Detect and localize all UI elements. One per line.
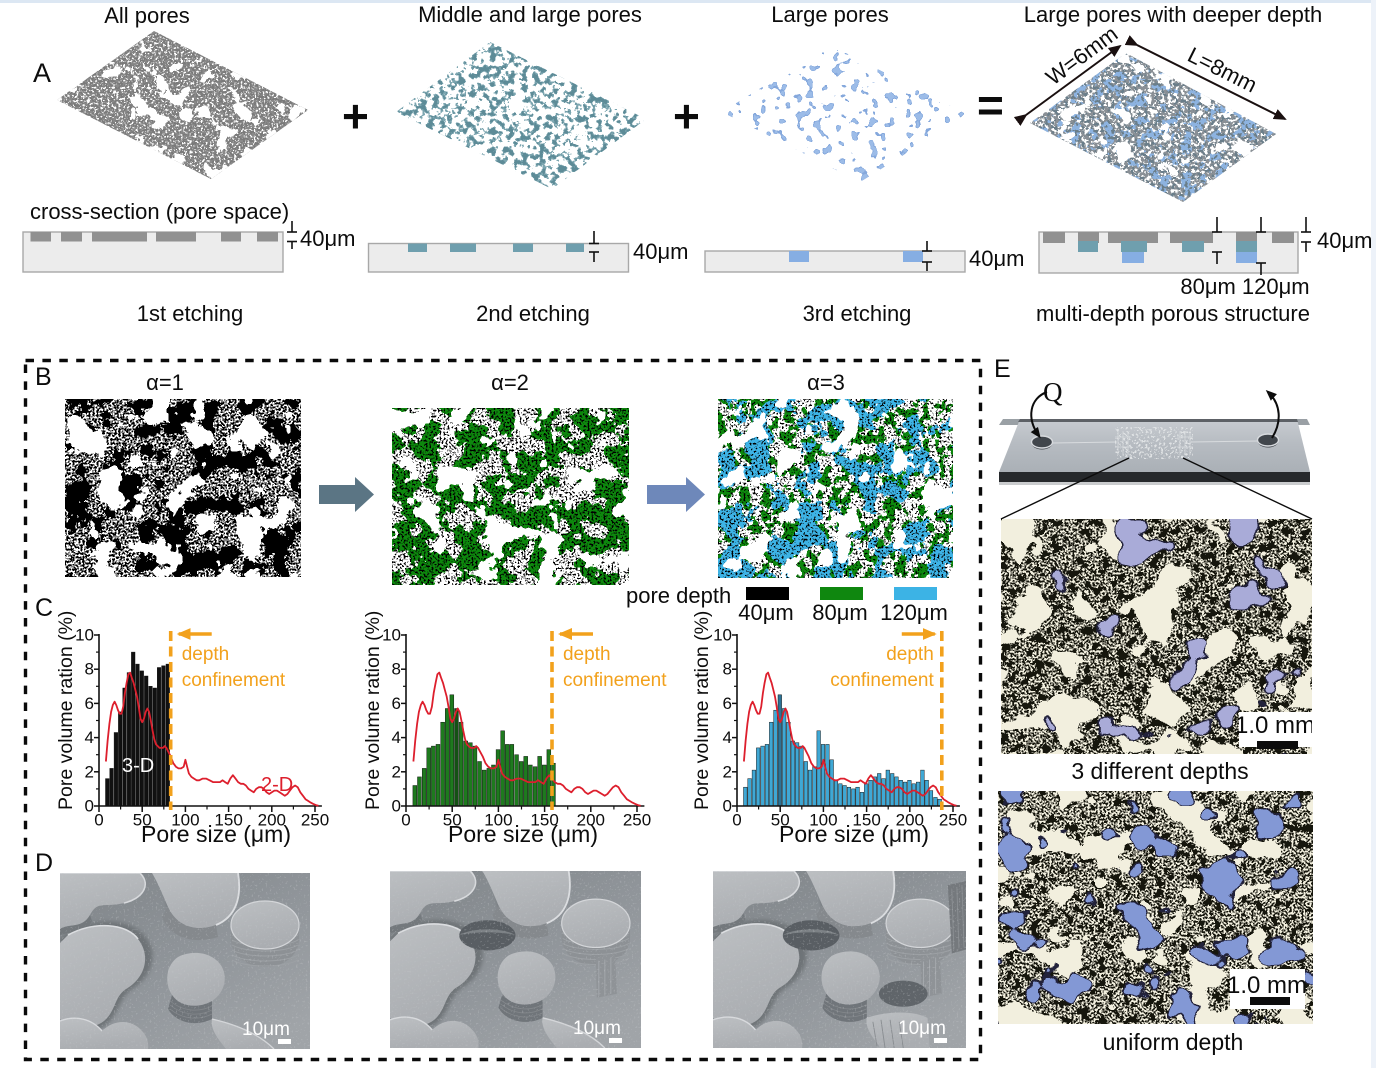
svg-text:8: 8 [85,660,94,679]
svg-text:0: 0 [392,797,401,816]
svg-text:150: 150 [214,811,242,830]
svg-text:1.0 mm: 1.0 mm [1235,712,1312,739]
svg-text:250: 250 [939,811,967,830]
svg-text:40μm: 40μm [633,239,688,264]
svg-text:10μm: 10μm [898,1018,946,1039]
svg-text:10: 10 [713,626,732,645]
svg-text:40μm: 40μm [300,226,355,251]
svg-text:10μm: 10μm [242,1019,290,1040]
svg-text:150: 150 [852,811,880,830]
svg-text:250: 250 [301,811,329,830]
svg-text:depth: depth [563,644,611,665]
svg-text:150: 150 [530,811,558,830]
svg-text:confinement: confinement [182,670,286,691]
svg-text:depth: depth [182,644,230,665]
svg-text:Pore size (μm): Pore size (μm) [779,821,929,847]
svg-text:0: 0 [94,811,103,830]
svg-text:4: 4 [723,728,732,747]
svg-text:6: 6 [85,694,94,713]
svg-text:100: 100 [484,811,512,830]
svg-text:1.0 mm: 1.0 mm [1227,972,1307,999]
svg-text:2: 2 [723,762,732,781]
svg-text:4: 4 [85,728,94,747]
svg-text:100: 100 [171,811,199,830]
svg-text:8: 8 [392,660,401,679]
svg-text:10: 10 [382,626,401,645]
svg-text:100: 100 [809,811,837,830]
svg-text:200: 200 [896,811,924,830]
svg-text:0: 0 [732,811,741,830]
svg-text:250: 250 [623,811,651,830]
svg-text:6: 6 [723,694,732,713]
svg-text:2: 2 [392,762,401,781]
svg-text:0: 0 [723,797,732,816]
svg-text:8: 8 [723,660,732,679]
svg-text:4: 4 [392,728,401,747]
svg-text:Pore size (μm): Pore size (μm) [141,821,291,847]
svg-text:40μm: 40μm [1317,228,1372,253]
svg-text:80μm 120μm: 80μm 120μm [1180,274,1309,299]
svg-text:10: 10 [75,626,94,645]
svg-text:Pore size (μm): Pore size (μm) [448,821,598,847]
svg-text:2: 2 [85,762,94,781]
svg-text:confinement: confinement [563,670,667,691]
svg-text:50: 50 [443,811,462,830]
svg-text:10μm: 10μm [573,1018,621,1039]
svg-text:50: 50 [771,811,790,830]
svg-text:6: 6 [392,694,401,713]
svg-text:50: 50 [133,811,152,830]
svg-text:0: 0 [401,811,410,830]
svg-text:depth: depth [886,644,934,665]
svg-text:confinement: confinement [830,670,934,691]
svg-text:40μm: 40μm [969,246,1024,271]
svg-text:0: 0 [85,797,94,816]
svg-text:200: 200 [577,811,605,830]
svg-text:200: 200 [258,811,286,830]
